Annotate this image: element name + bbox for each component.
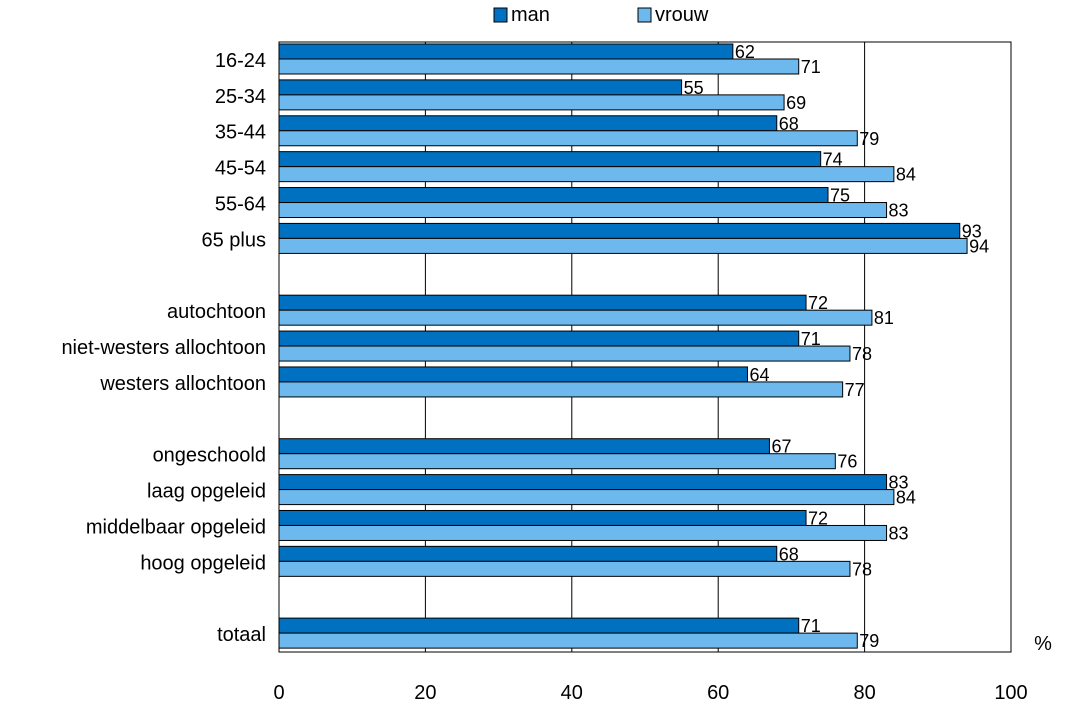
- bar-man: [278, 438, 770, 455]
- bar-vrouw: [278, 632, 858, 649]
- data-label: 64: [749, 365, 769, 385]
- x-tick-label: 0: [273, 682, 284, 704]
- data-label: 83: [889, 523, 909, 543]
- data-label: 71: [801, 329, 821, 349]
- bar-vrouw: [278, 58, 800, 75]
- category-label: niet-westers allochtoon: [61, 337, 266, 359]
- category-label: ongeschoold: [153, 445, 266, 467]
- data-label: 84: [896, 165, 916, 185]
- x-axis-ticks: 0 20 40 60 80 100: [273, 682, 1027, 704]
- bar-vrouw: [278, 345, 851, 362]
- category-label: 25-34: [215, 86, 266, 108]
- bar-vrouw: [278, 560, 851, 577]
- bar-man: [278, 617, 800, 634]
- data-label: 78: [852, 344, 872, 364]
- data-label: 77: [845, 380, 865, 400]
- bar-vrouw: [278, 489, 895, 506]
- data-labels: 6271556968797484758393947281717864776776…: [684, 42, 990, 651]
- bar-man: [278, 366, 748, 383]
- x-tick-label: 80: [853, 682, 875, 704]
- category-label: 35-44: [215, 122, 266, 144]
- data-label: 67: [771, 437, 791, 457]
- data-label: 62: [735, 42, 755, 62]
- data-label: 78: [852, 559, 872, 579]
- data-label: 75: [830, 186, 850, 206]
- x-tick-label: 40: [561, 682, 583, 704]
- bar-man: [278, 43, 734, 60]
- bar-vrouw: [278, 130, 858, 147]
- bar-vrouw: [278, 453, 836, 470]
- bar-vrouw: [278, 166, 895, 183]
- data-label: 83: [889, 201, 909, 221]
- category-label: westers allochtoon: [99, 373, 266, 395]
- data-label: 55: [684, 78, 704, 98]
- data-label: 84: [896, 488, 916, 508]
- bar-vrouw: [278, 237, 968, 254]
- category-label: 65 plus: [202, 229, 267, 251]
- bar-man: [278, 151, 822, 168]
- data-label: 69: [786, 93, 806, 113]
- bar-man: [278, 294, 807, 311]
- category-label: 55-64: [215, 193, 266, 215]
- category-label: totaal: [217, 624, 266, 646]
- data-label: 68: [779, 114, 799, 134]
- legend-swatch: [637, 7, 652, 23]
- category-label: 45-54: [215, 158, 266, 180]
- data-label: 81: [874, 308, 894, 328]
- legend-swatch: [493, 7, 508, 23]
- x-tick-label: 100: [994, 682, 1027, 704]
- unit-label: %: [1034, 633, 1052, 655]
- bar-vrouw: [278, 94, 785, 111]
- data-label: 94: [969, 236, 989, 256]
- category-label: autochtoon: [167, 301, 266, 323]
- bar-man: [278, 187, 829, 204]
- x-tick-label: 20: [414, 682, 436, 704]
- data-label: 83: [889, 473, 909, 493]
- data-label: 79: [859, 129, 879, 149]
- category-label: laag opgeleid: [147, 481, 266, 503]
- bar-man: [278, 474, 888, 491]
- legend-label: vrouw: [655, 4, 709, 26]
- legend: man vrouw: [493, 4, 709, 26]
- data-label: 79: [859, 631, 879, 651]
- data-label: 93: [962, 221, 982, 241]
- x-tick-label: 60: [707, 682, 729, 704]
- legend-label: man: [511, 4, 550, 26]
- data-label: 72: [808, 293, 828, 313]
- bar-man: [278, 545, 778, 562]
- bar-man: [278, 115, 778, 132]
- category-label: hoog opgeleid: [140, 552, 266, 574]
- data-label: 68: [779, 544, 799, 564]
- bar-man: [278, 222, 961, 239]
- data-label: 71: [801, 616, 821, 636]
- data-label: 76: [837, 452, 857, 472]
- bar-vrouw: [278, 202, 888, 219]
- bar-vrouw: [278, 524, 888, 541]
- category-label: 16-24: [215, 50, 266, 72]
- bar-man: [278, 79, 683, 96]
- bar-man: [278, 509, 807, 526]
- bars: [278, 43, 968, 649]
- category-label: middelbaar opgeleid: [86, 516, 266, 538]
- data-label: 71: [801, 57, 821, 77]
- category-labels: 16-24 25-34 35-44 45-54 55-64 65 plus autochto…: [61, 50, 266, 646]
- bar-man: [278, 330, 800, 347]
- plot-frame: [278, 41, 1012, 653]
- data-label: 72: [808, 508, 828, 528]
- bar-vrouw: [278, 309, 873, 326]
- data-label: 74: [823, 150, 843, 170]
